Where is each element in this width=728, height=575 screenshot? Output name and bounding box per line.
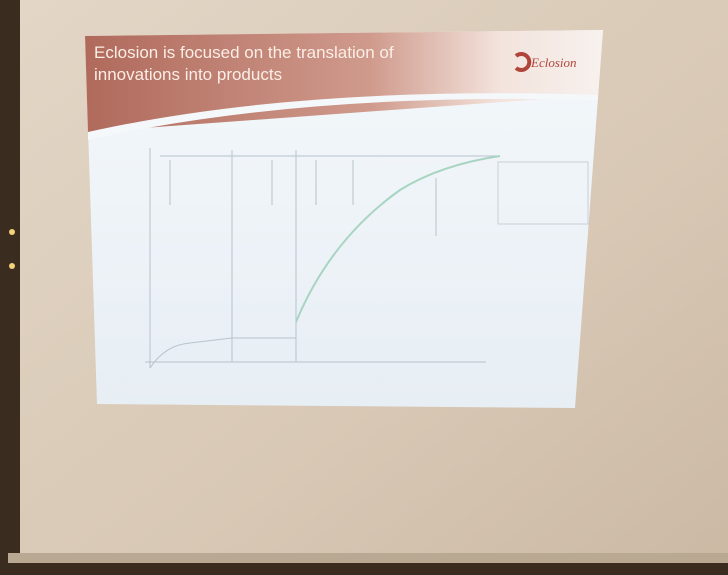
slide-header	[85, 30, 603, 132]
diagram	[145, 148, 589, 369]
slide-title: Eclosion is focused on the translation o…	[94, 43, 394, 62]
logo-text: Eclosion	[530, 55, 577, 70]
screen-bar	[8, 553, 728, 563]
light	[9, 229, 15, 235]
header-curve	[88, 93, 598, 140]
light	[9, 263, 15, 269]
slide-title: innovations into products	[94, 65, 282, 84]
logo-mark	[514, 52, 532, 72]
slide	[85, 30, 603, 408]
